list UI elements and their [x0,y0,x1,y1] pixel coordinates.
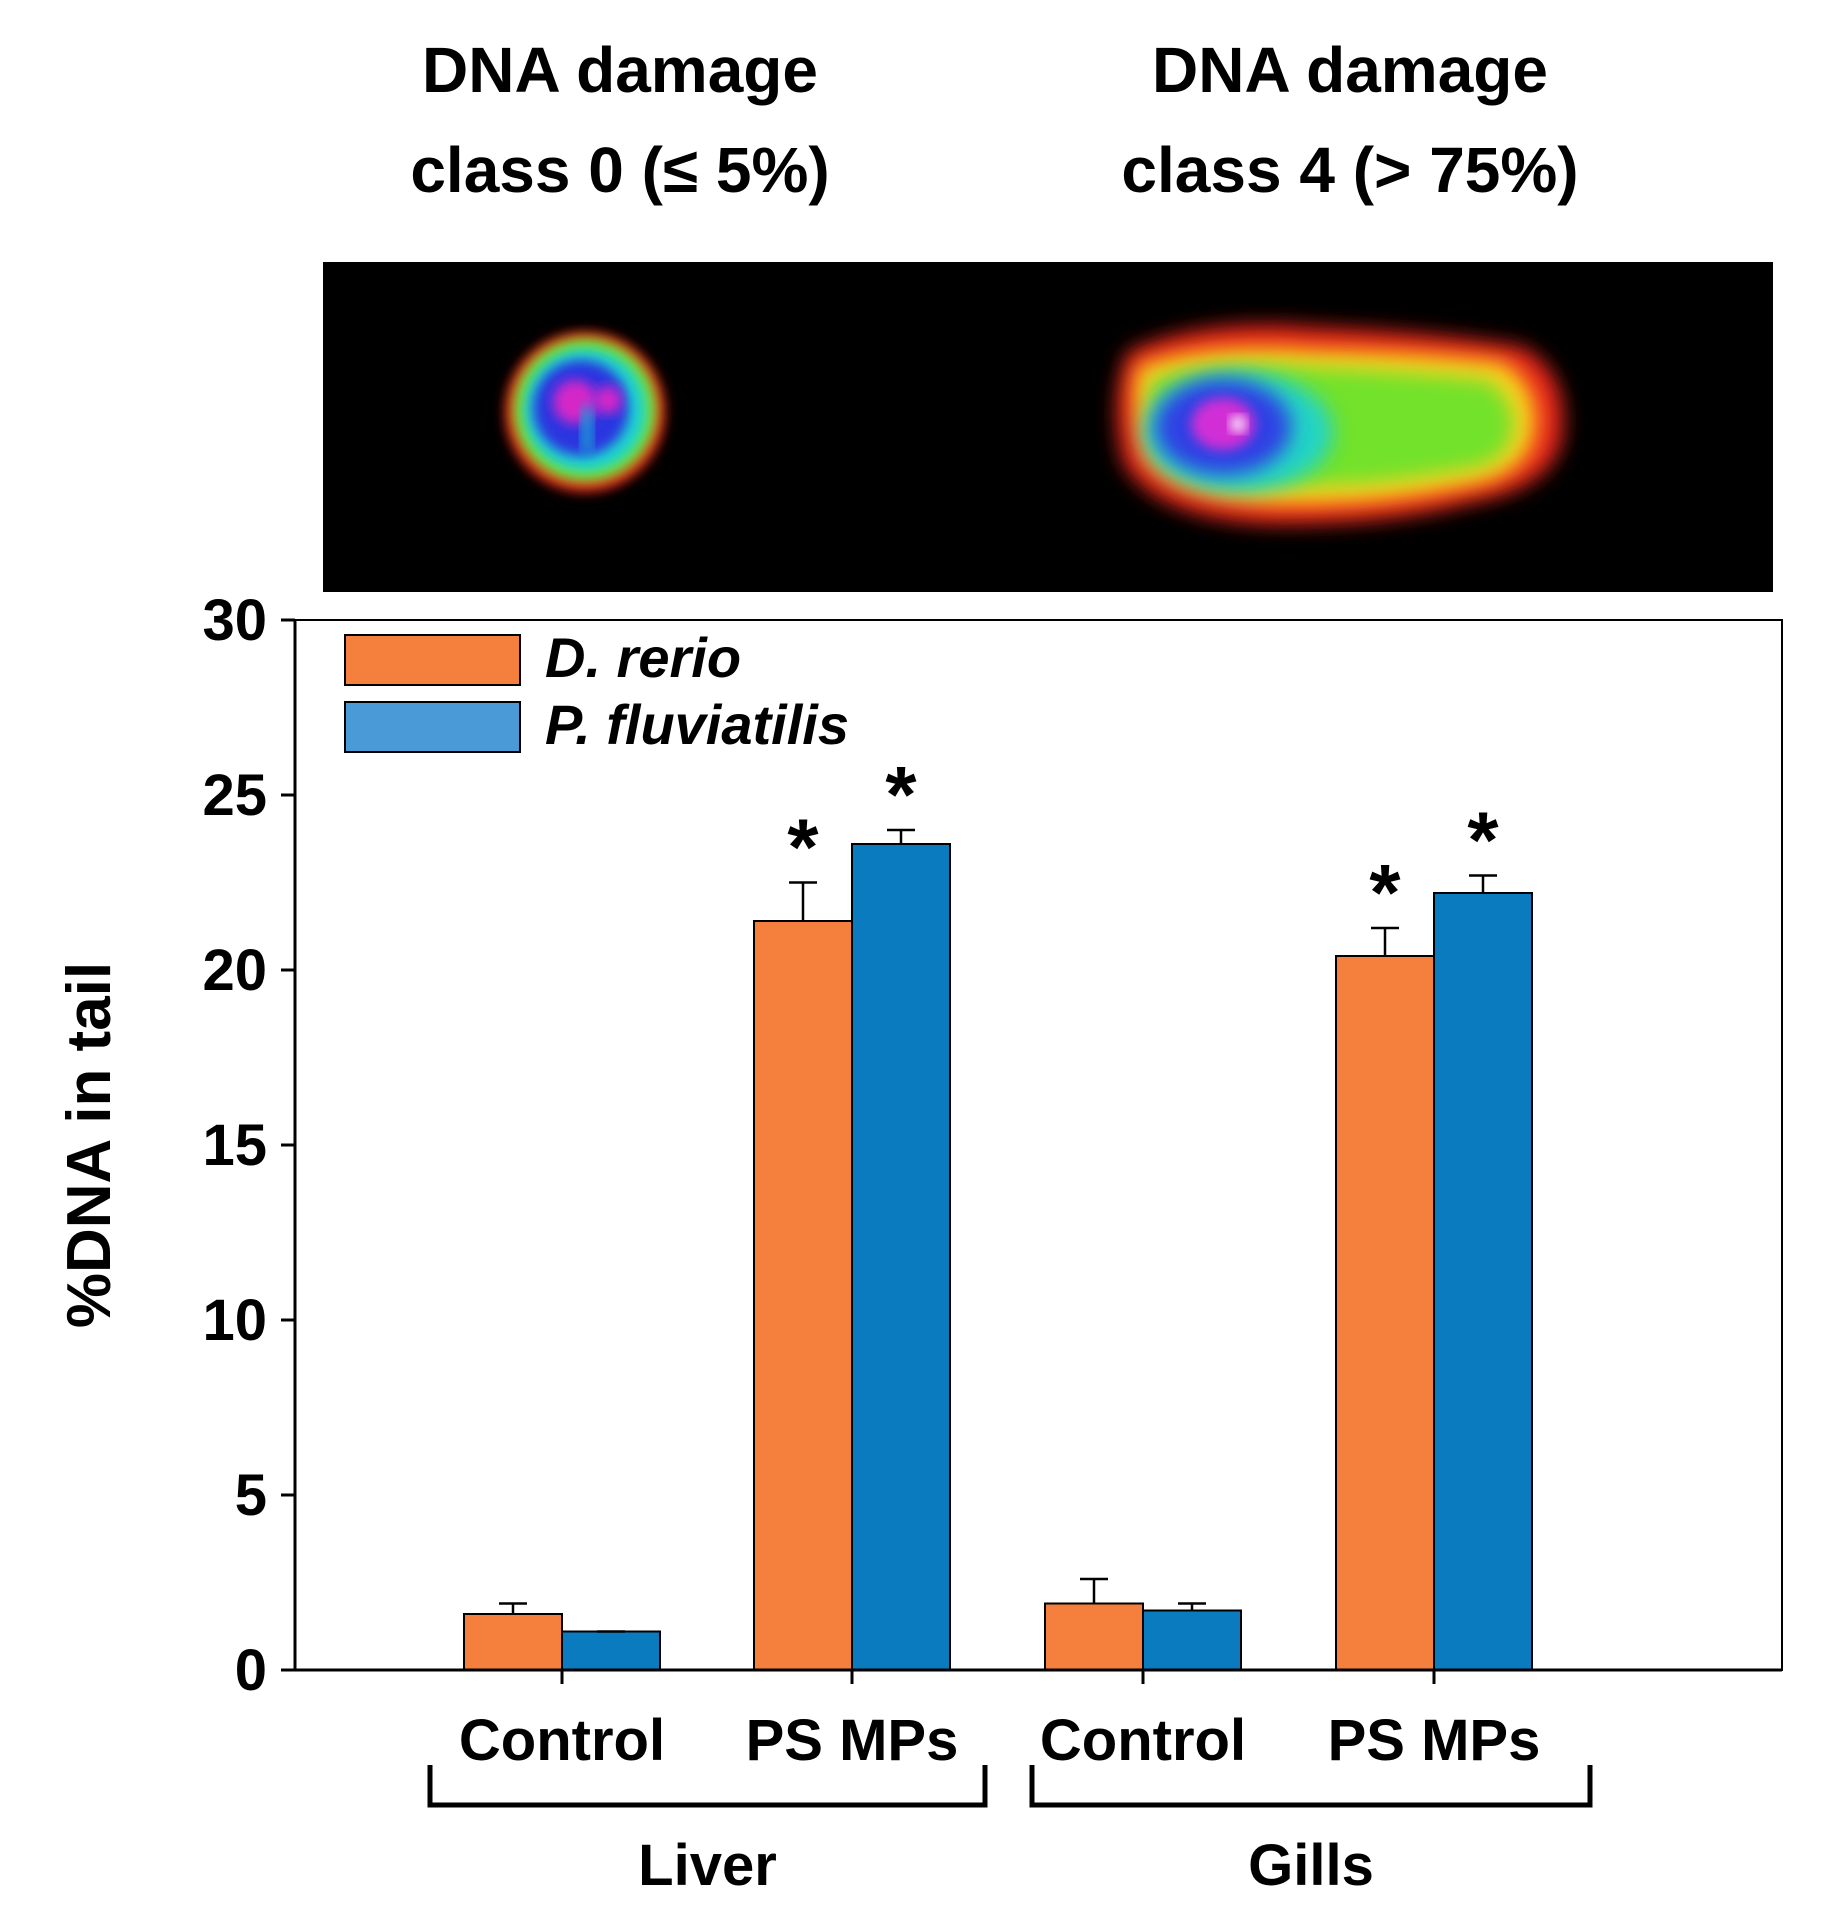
bar [753,920,853,1671]
significance-marker: * [1467,796,1499,885]
y-tick-label: 25 [202,763,267,828]
legend-label: P. fluviatilis [545,693,849,756]
x-tick-label: PS MPs [746,1708,959,1773]
significance-marker: * [1369,848,1401,937]
group-bracket [427,1765,988,1808]
nucleus-class-0 [505,332,665,492]
panel-label-class-0: DNA damage class 0 (≤ 5%) [270,20,970,220]
bar [1142,1609,1242,1671]
panel-label-class-0-line2: class 0 (≤ 5%) [410,134,830,206]
group-label: Gills [1248,1833,1374,1898]
y-tick-label: 20 [202,938,267,1003]
x-tick-label: PS MPs [1328,1708,1541,1773]
y-tick-label: 0 [235,1638,267,1703]
panel-label-class-4-line1: DNA damage [1152,34,1548,106]
group-bracket [1029,1765,1593,1808]
bar [1433,892,1533,1671]
axes: 0 5 10 15 20 25 30 [202,588,1783,1703]
x-tick-label: Control [459,1708,665,1773]
comet-assay-svg [505,324,1564,525]
y-tick-label: 5 [235,1463,267,1528]
legend-label: D. rerio [545,626,741,689]
y-tick-label: 10 [202,1288,267,1353]
legend-swatch [344,634,521,686]
y-tick-label: 30 [202,588,267,653]
panel-label-class-0-line1: DNA damage [422,34,818,106]
bars: * * * * [463,750,1533,1671]
significance-marker: * [885,750,917,839]
panel-label-class-4: DNA damage class 4 (> 75%) [1000,20,1700,220]
legend-swatch [344,701,521,753]
panel-label-class-4-line2: class 4 (> 75%) [1121,134,1579,206]
plot-frame [294,619,1783,1671]
bar [463,1613,563,1671]
bar [851,843,951,1671]
x-tick-label: Control [1040,1708,1246,1773]
group-label: Liver [638,1833,777,1898]
bar [561,1630,661,1671]
significance-marker: * [787,803,819,892]
bar [1335,955,1435,1671]
y-axis-title: %DNA in tail [55,962,124,1328]
comet-assay-image [323,262,1773,592]
axis-labels: %DNA in tail Control PS MPs Control PS MPs Li… [55,962,1593,1898]
nucleus-class-4 [1116,324,1564,525]
y-tick-label: 15 [202,1113,267,1178]
bar [1044,1602,1144,1671]
